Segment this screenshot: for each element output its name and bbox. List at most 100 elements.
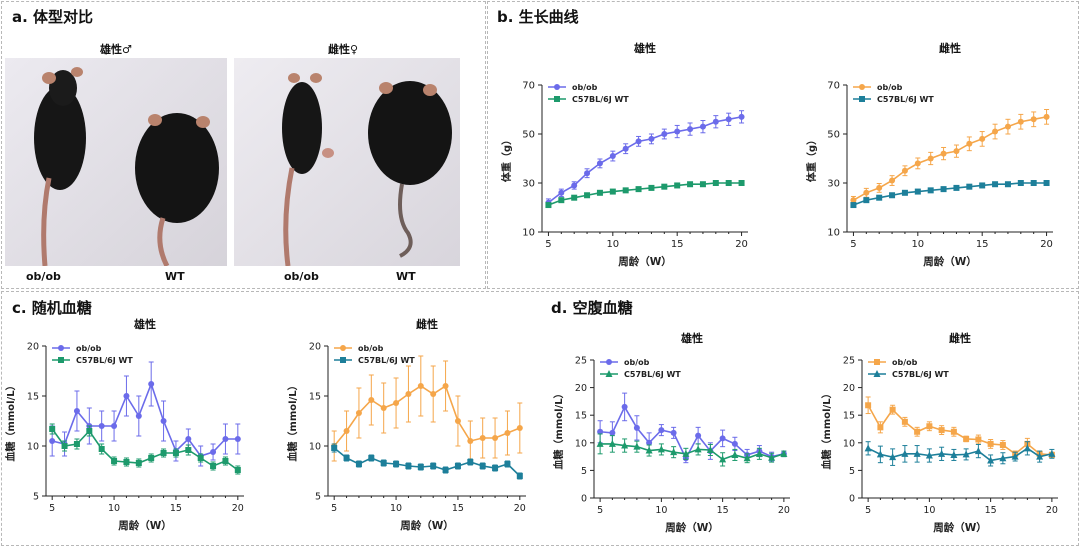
data-point (863, 189, 870, 196)
y-axis-label: 血糖（mmol/L） (820, 388, 833, 469)
panel-c-d (1, 291, 1079, 546)
data-point (442, 383, 449, 389)
data-point (197, 455, 204, 461)
series-line (867, 447, 1053, 462)
data-point (343, 428, 350, 434)
data-point (609, 188, 616, 195)
legend-label: ob/ob (624, 358, 650, 367)
x-tick-label: 10 (911, 239, 924, 250)
x-tick-label: 15 (170, 503, 182, 514)
data-point (545, 202, 552, 209)
data-point (393, 400, 400, 406)
data-point (648, 184, 655, 191)
y-axis-label: 血糖（mmol/L） (552, 388, 565, 469)
x-tick-label: 20 (735, 239, 748, 250)
data-point (454, 463, 461, 469)
y-tick-label: 0 (581, 494, 587, 505)
panel-b-title: b. 生长曲线 (497, 8, 579, 26)
data-point (706, 445, 714, 453)
data-point (492, 435, 499, 441)
data-point (1030, 116, 1037, 123)
y-tick-label: 10 (27, 442, 39, 453)
data-point (405, 391, 412, 397)
x-tick-label: 15 (976, 239, 989, 250)
x-tick-label: 5 (850, 239, 856, 250)
data-point (558, 197, 565, 204)
x-axis-label: 周龄（W） (933, 521, 987, 534)
data-point (780, 449, 788, 457)
data-point (712, 118, 719, 125)
series-line (853, 116, 1047, 201)
x-tick-label: 10 (655, 505, 667, 516)
data-point (430, 391, 437, 397)
data-point (695, 432, 702, 439)
data-point (863, 197, 870, 204)
data-point (160, 418, 167, 424)
x-axis-label: 周龄（W） (923, 255, 977, 268)
legend-label: C57BL/6J WT (358, 356, 415, 365)
data-point (966, 183, 973, 190)
x-tick-label: 15 (671, 239, 684, 250)
data-point (901, 167, 908, 174)
y-tick-label: 15 (27, 392, 39, 403)
data-point (914, 188, 921, 195)
data-point (73, 408, 80, 414)
y-tick-label: 70 (522, 81, 535, 92)
y-tick-label: 10 (522, 228, 535, 239)
x-tick-label: 5 (597, 505, 603, 516)
data-point (148, 455, 155, 461)
x-tick-label: 5 (865, 505, 871, 516)
y-tick-label: 5 (581, 466, 587, 477)
y-tick-label: 10 (575, 438, 587, 449)
data-point (725, 116, 732, 123)
x-tick-label: 10 (108, 503, 120, 514)
data-point (111, 458, 118, 464)
chart-title: 雄性 (633, 41, 656, 55)
data-point (148, 381, 155, 387)
data-point (648, 135, 655, 142)
data-point (234, 436, 241, 442)
data-point (172, 450, 179, 456)
legend-label: C57BL/6J WT (892, 370, 949, 379)
data-point (987, 440, 994, 447)
data-point (645, 446, 653, 454)
data-point (731, 450, 739, 458)
chart-c-female: 雌性 5 10 15 20 5 10 15 20 周龄（W） 血糖（mmol/L） ob/ob C57B… (286, 318, 526, 532)
data-point (368, 455, 375, 461)
y-tick-label: 15 (575, 411, 587, 422)
y-tick-label: 10 (309, 442, 321, 453)
data-point (699, 181, 706, 188)
data-point (926, 423, 933, 430)
data-point (622, 145, 629, 152)
legend-label: ob/ob (877, 83, 903, 92)
data-point (123, 393, 130, 399)
data-point (609, 153, 616, 160)
data-point (661, 183, 668, 190)
x-tick-label: 20 (1046, 505, 1058, 516)
data-point (859, 96, 865, 102)
data-point (699, 123, 706, 130)
data-point (674, 128, 681, 135)
data-point (504, 461, 511, 467)
data-point (584, 192, 591, 199)
data-point (605, 370, 613, 377)
y-tick-label: 70 (827, 81, 840, 92)
legend-label: ob/ob (572, 83, 598, 92)
data-point (901, 449, 909, 457)
data-point (658, 427, 665, 434)
data-point (661, 131, 668, 137)
data-point (504, 430, 511, 436)
data-point (210, 449, 217, 455)
legend-label: C57BL/6J WT (76, 356, 133, 365)
data-point (405, 463, 412, 469)
series-line (51, 428, 239, 471)
y-tick-label: 30 (827, 179, 840, 190)
series-line (547, 116, 742, 204)
data-point (479, 463, 486, 469)
panel-b (487, 1, 1079, 289)
data-point (340, 357, 346, 363)
data-point (123, 459, 130, 465)
data-point (86, 428, 93, 434)
data-point (467, 459, 474, 465)
